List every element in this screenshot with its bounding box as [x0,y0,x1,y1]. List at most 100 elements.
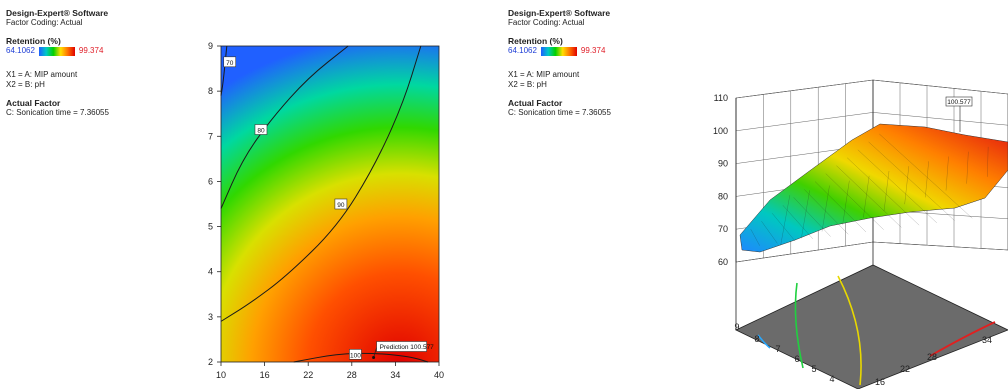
factor-x1: X1 = A: MIP amount [6,70,78,79]
scale-max: 99.374 [78,46,104,55]
z-tick-label: 100 [713,126,728,136]
mesh-line [925,161,929,198]
contour-label-box [334,198,348,210]
y-axis-tick-label: 9 [734,322,739,332]
x-axis-tick-label: 34 [982,335,992,345]
contour-label: 70 [226,60,234,67]
mesh-line [814,181,867,233]
prediction-box [376,341,427,352]
y-tick-label: 9 [208,41,213,51]
z-tick-label: 90 [718,159,728,169]
y-tick-label: 4 [208,267,213,277]
y-tick-label: 2 [208,357,213,367]
x-axis-tick-label: 28 [927,352,937,362]
y-tick-label: 5 [208,222,213,232]
factor-x2: X2 = B: pH [508,80,547,89]
floor-contour [837,275,862,386]
annotation-box [945,96,973,107]
mesh-line [772,213,796,242]
y-axis-tick-label: 7 [775,344,780,354]
mesh-line [966,151,969,184]
mesh-line [883,170,890,212]
mesh-line [804,189,849,235]
z-tick-label: 60 [718,257,728,267]
mesh-line [904,166,910,205]
mesh-line [847,157,920,226]
z-tick-label: 80 [718,191,728,201]
left-info-panel: Design-Expert® Software Factor Coding: A… [6,8,109,118]
z-tick-label: 70 [718,224,728,234]
response-surface [739,123,1008,253]
prediction-label: Prediction 100.577 [380,344,435,351]
x-axis-tick-label: 16 [875,377,885,387]
scale-bar [38,46,75,56]
x-tick-label: 16 [260,370,270,380]
response-name: Retention (%) [508,36,563,46]
floor-contour [929,321,996,357]
actual-factor-heading: Actual Factor [508,98,563,108]
mesh-line [987,146,989,177]
factor-x2: X2 = B: pH [6,80,45,89]
response-name: Retention (%) [6,36,61,46]
contour-label-box [223,56,237,68]
mesh-line [821,185,830,232]
mesh-line [842,180,850,225]
right-info-panel: Design-Expert® Software Factor Coding: A… [508,8,611,118]
y-tick-label: 6 [208,176,213,186]
contour-label: 80 [257,128,265,135]
scale-bar [540,46,577,56]
y-tick-label: 8 [208,86,213,96]
mesh-line [945,156,949,191]
color-scale: 64.1062 99.374 [6,46,109,56]
floor-contour [757,334,771,349]
factor-x1: X1 = A: MIP amount [508,70,580,79]
y-axis-tick-label: 4 [829,374,834,384]
contour-line [220,45,349,209]
software-title: Design-Expert® Software [6,8,109,18]
y-axis-tick-label: 5 [811,364,816,374]
surface-mesh [750,133,989,246]
actual-factor-value: C: Sonication time = 7.36055 [6,108,109,117]
factor-coding: Factor Coding: Actual [508,18,585,27]
y-tick-label: 7 [208,131,213,141]
contour-label: 90 [337,202,345,209]
prediction-leader [373,347,377,358]
scale-min: 64.1062 [508,46,537,55]
mesh-line [793,197,831,237]
y-axis-tick-label: 8 [754,334,759,344]
x-tick-label: 34 [390,370,400,380]
actual-factor-heading: Actual Factor [6,98,61,108]
mesh-line [801,190,810,239]
x-tick-label: 40 [434,370,444,380]
mesh-line [836,165,902,228]
scale-min: 64.1062 [6,46,35,55]
mesh-line [863,175,870,218]
x-tick-label: 10 [216,370,226,380]
mesh-line [782,205,813,239]
floor-contour [794,282,804,369]
contour-label-box [349,349,362,360]
contour-label-box [254,124,268,135]
contour-line [220,45,422,322]
z-tick-label: 110 [714,93,728,103]
mesh-line [750,228,760,246]
mesh-line [857,149,937,223]
x-tick-label: 28 [347,370,357,380]
actual-factor-value: C: Sonication time = 7.36055 [508,108,611,117]
scale-max: 99.374 [580,46,606,55]
surface-floor [735,264,1008,389]
software-title: Design-Expert® Software [508,8,611,18]
mesh-line [825,173,884,230]
prediction-point [372,355,376,359]
mesh-line [761,221,778,244]
y-tick-label: 3 [208,312,213,322]
x-tick-label: 22 [303,370,313,380]
mesh-line [879,133,973,219]
contour-area [220,45,440,363]
x-axis-tick-label: 22 [900,364,910,374]
color-scale: 64.1062 99.374 [508,46,611,56]
mesh-line [780,195,791,246]
y-axis-tick-label: 6 [794,354,799,364]
annotation-label: 100.577 [947,99,971,106]
